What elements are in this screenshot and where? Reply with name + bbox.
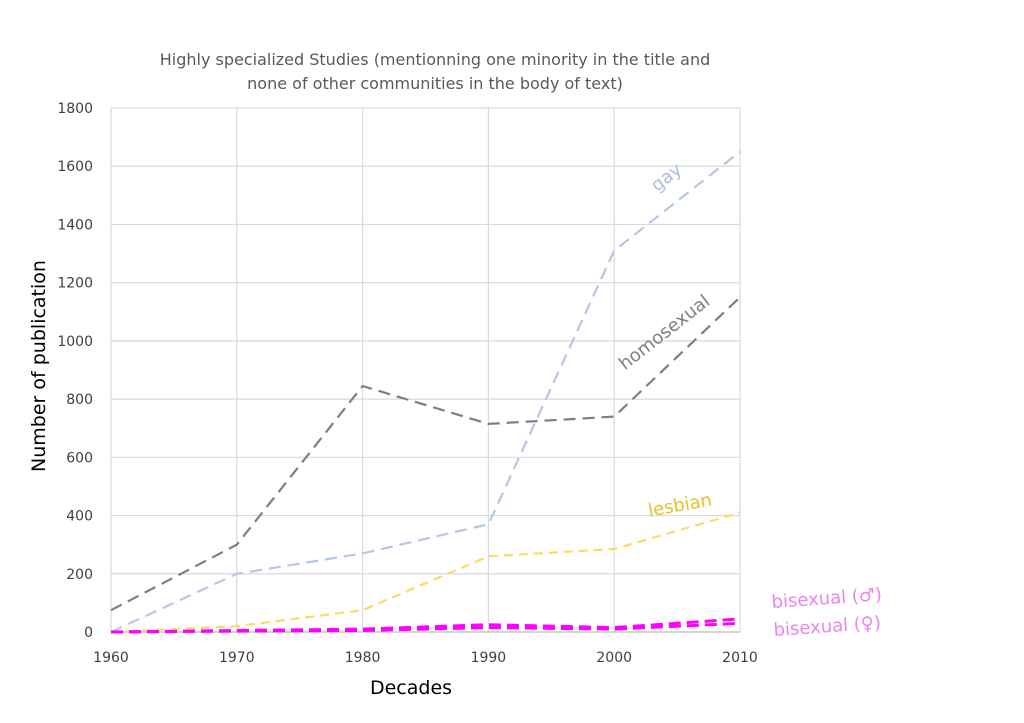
chart-title: Highly specialized Studies (mentionning …	[160, 50, 711, 93]
series-labels: gay homosexual lesbian bisexual (♂)bisexual…	[615, 159, 883, 641]
x-tick-label: 1960	[93, 650, 129, 666]
y-tick-label: 1800	[57, 101, 93, 117]
series-group	[110, 150, 741, 634]
chart-title-line-2: none of other communities in the body of…	[247, 74, 623, 93]
y-tick-label: 1000	[57, 334, 93, 350]
chart-title-line-1: Highly specialized Studies (mentionning …	[160, 50, 711, 69]
y-axis-title: Number of publication	[28, 260, 50, 472]
series-label: homosexual	[615, 291, 714, 375]
y-tick-label: 1600	[57, 159, 93, 175]
series-line-bisexual	[110, 621, 741, 634]
series-label: bisexual (♂)	[771, 584, 883, 613]
axes: 0 200 400 600 800 1000 1200 1400 1600 1800 1960 197…	[57, 101, 757, 666]
y-tick-label: 600	[66, 450, 93, 466]
y-tick-label: 200	[66, 567, 93, 583]
series-line-gay	[110, 150, 741, 633]
x-tick-label: 1980	[345, 650, 381, 666]
y-tick-label: 800	[66, 392, 93, 408]
series-label: gay	[647, 159, 686, 196]
y-tick-label: 400	[66, 509, 93, 525]
series-line-bisexual	[110, 617, 741, 634]
x-tick-label: 2000	[596, 650, 632, 666]
series-label: bisexual (♀)	[773, 613, 882, 641]
y-tick-label: 1200	[57, 276, 93, 292]
series-label: lesbian	[647, 490, 714, 522]
series-line-lesbian	[110, 511, 741, 634]
x-tick-label: 1990	[471, 650, 507, 666]
series-line-homosexual	[110, 296, 741, 612]
y-tick-label: 0	[84, 625, 93, 641]
y-tick-label: 1400	[57, 217, 93, 233]
x-tick-label: 1970	[219, 650, 255, 666]
x-tick-label: 2010	[722, 650, 758, 666]
grid	[110, 107, 741, 633]
x-axis-title: Decades	[370, 677, 452, 699]
